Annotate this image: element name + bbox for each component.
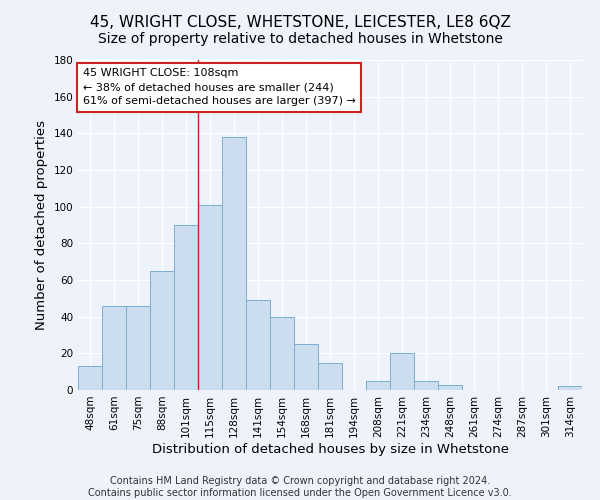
Bar (438, 384, 462, 390)
Bar (150, 271, 174, 390)
Bar (270, 316, 294, 390)
Bar (222, 137, 246, 390)
Y-axis label: Number of detached properties: Number of detached properties (35, 120, 48, 330)
Text: Size of property relative to detached houses in Whetstone: Size of property relative to detached ho… (98, 32, 502, 46)
Bar (294, 344, 318, 390)
Bar (126, 306, 150, 390)
Text: Contains HM Land Registry data © Crown copyright and database right 2024.
Contai: Contains HM Land Registry data © Crown c… (88, 476, 512, 498)
Bar (102, 306, 126, 390)
Bar (198, 205, 222, 390)
Bar (366, 381, 390, 390)
Bar (174, 225, 198, 390)
Text: 45, WRIGHT CLOSE, WHETSTONE, LEICESTER, LE8 6QZ: 45, WRIGHT CLOSE, WHETSTONE, LEICESTER, … (89, 15, 511, 30)
Bar (390, 354, 414, 390)
Text: 45 WRIGHT CLOSE: 108sqm
← 38% of detached houses are smaller (244)
61% of semi-d: 45 WRIGHT CLOSE: 108sqm ← 38% of detache… (83, 68, 356, 106)
Bar (78, 366, 102, 390)
Bar (558, 386, 582, 390)
Bar (318, 362, 342, 390)
Bar (246, 300, 270, 390)
Bar (414, 381, 438, 390)
X-axis label: Distribution of detached houses by size in Whetstone: Distribution of detached houses by size … (151, 442, 509, 456)
